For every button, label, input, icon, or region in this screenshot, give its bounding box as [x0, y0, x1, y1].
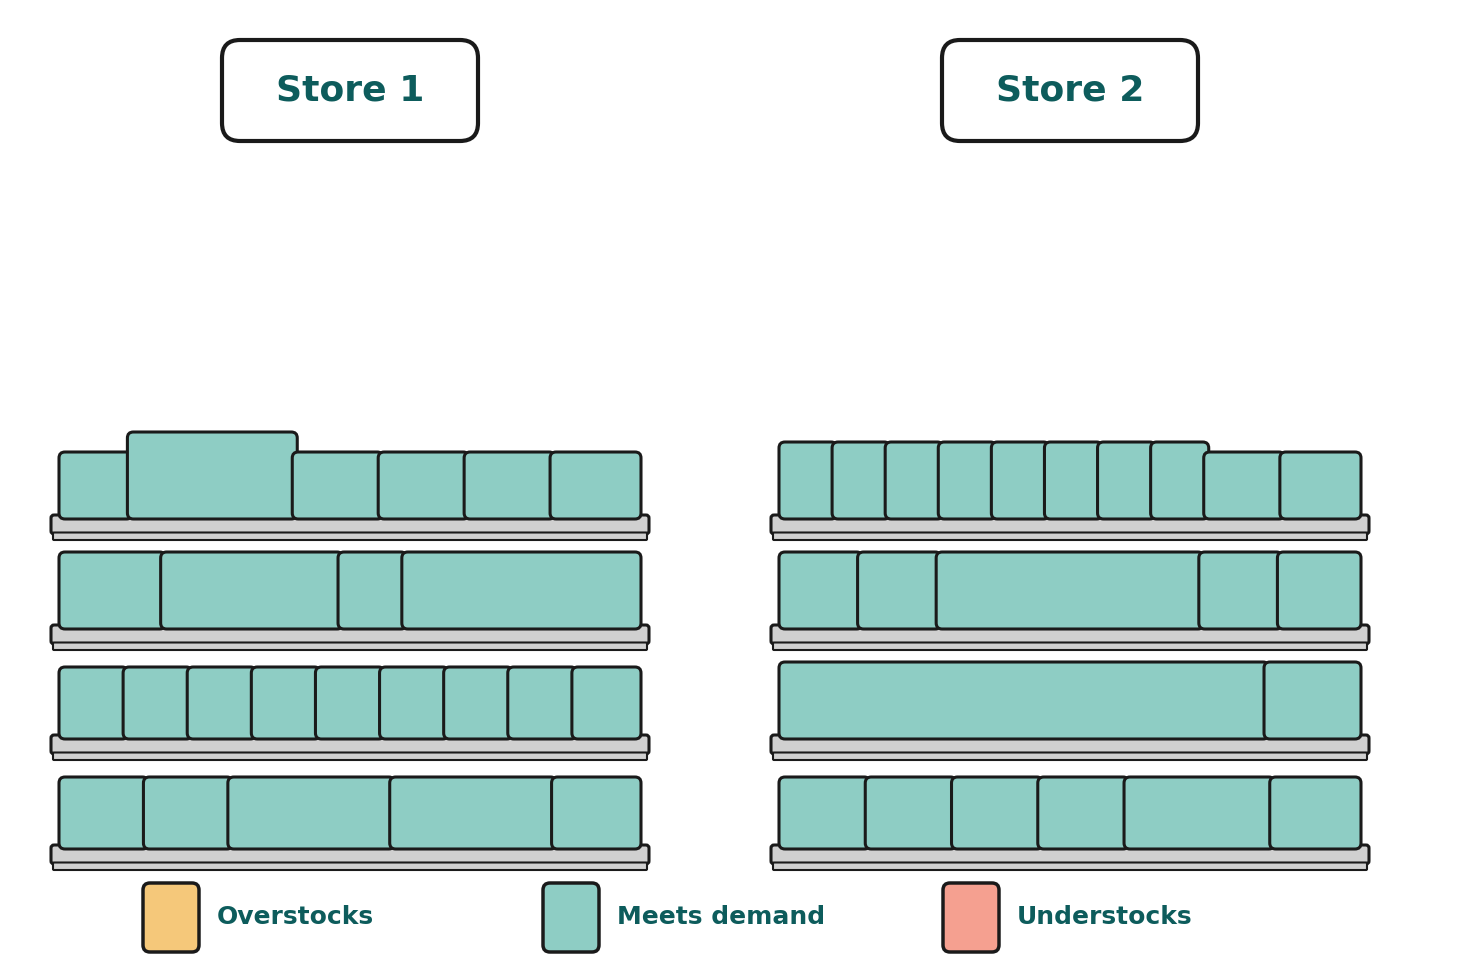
FancyBboxPatch shape — [572, 667, 641, 739]
FancyBboxPatch shape — [59, 552, 165, 629]
FancyBboxPatch shape — [992, 442, 1049, 519]
FancyBboxPatch shape — [1124, 777, 1274, 849]
FancyBboxPatch shape — [772, 752, 1366, 760]
FancyBboxPatch shape — [464, 452, 554, 519]
Text: Understocks: Understocks — [1017, 906, 1192, 929]
FancyBboxPatch shape — [53, 862, 647, 870]
FancyBboxPatch shape — [402, 552, 641, 629]
FancyBboxPatch shape — [379, 452, 470, 519]
FancyBboxPatch shape — [127, 432, 297, 519]
FancyBboxPatch shape — [1270, 777, 1361, 849]
FancyBboxPatch shape — [1150, 442, 1208, 519]
Text: Meets demand: Meets demand — [617, 906, 825, 929]
FancyBboxPatch shape — [771, 515, 1369, 534]
FancyBboxPatch shape — [1037, 777, 1129, 849]
FancyBboxPatch shape — [1097, 442, 1156, 519]
FancyBboxPatch shape — [1198, 552, 1283, 629]
FancyBboxPatch shape — [508, 667, 576, 739]
FancyBboxPatch shape — [1264, 662, 1361, 739]
FancyBboxPatch shape — [51, 845, 650, 864]
FancyBboxPatch shape — [338, 552, 407, 629]
FancyBboxPatch shape — [771, 845, 1369, 864]
FancyBboxPatch shape — [771, 735, 1369, 754]
FancyBboxPatch shape — [942, 40, 1198, 141]
FancyBboxPatch shape — [778, 662, 1268, 739]
FancyBboxPatch shape — [772, 862, 1366, 870]
FancyBboxPatch shape — [543, 883, 598, 952]
FancyBboxPatch shape — [143, 777, 233, 849]
FancyBboxPatch shape — [53, 752, 647, 760]
FancyBboxPatch shape — [228, 777, 395, 849]
FancyBboxPatch shape — [832, 442, 890, 519]
FancyBboxPatch shape — [951, 777, 1043, 849]
Text: Store 2: Store 2 — [996, 74, 1144, 107]
Text: Overstocks: Overstocks — [217, 906, 375, 929]
FancyBboxPatch shape — [1277, 552, 1361, 629]
FancyBboxPatch shape — [1204, 452, 1285, 519]
FancyBboxPatch shape — [857, 552, 941, 629]
FancyBboxPatch shape — [944, 883, 999, 952]
FancyBboxPatch shape — [316, 667, 385, 739]
FancyBboxPatch shape — [772, 642, 1366, 650]
FancyBboxPatch shape — [252, 667, 320, 739]
FancyBboxPatch shape — [550, 452, 641, 519]
FancyBboxPatch shape — [161, 552, 342, 629]
FancyBboxPatch shape — [1045, 442, 1103, 519]
FancyBboxPatch shape — [885, 442, 944, 519]
FancyBboxPatch shape — [293, 452, 383, 519]
FancyBboxPatch shape — [123, 667, 192, 739]
FancyBboxPatch shape — [778, 552, 863, 629]
FancyBboxPatch shape — [379, 667, 449, 739]
FancyBboxPatch shape — [53, 642, 647, 650]
FancyBboxPatch shape — [778, 442, 837, 519]
FancyBboxPatch shape — [443, 667, 512, 739]
FancyBboxPatch shape — [865, 777, 957, 849]
FancyBboxPatch shape — [51, 735, 650, 754]
FancyBboxPatch shape — [222, 40, 478, 141]
FancyBboxPatch shape — [51, 625, 650, 644]
FancyBboxPatch shape — [59, 777, 148, 849]
FancyBboxPatch shape — [53, 532, 647, 540]
FancyBboxPatch shape — [187, 667, 256, 739]
FancyBboxPatch shape — [936, 552, 1204, 629]
FancyBboxPatch shape — [59, 667, 129, 739]
FancyBboxPatch shape — [143, 883, 199, 952]
FancyBboxPatch shape — [552, 777, 641, 849]
FancyBboxPatch shape — [938, 442, 996, 519]
FancyBboxPatch shape — [1280, 452, 1361, 519]
FancyBboxPatch shape — [772, 532, 1366, 540]
FancyBboxPatch shape — [51, 515, 650, 534]
FancyBboxPatch shape — [59, 452, 132, 519]
FancyBboxPatch shape — [389, 777, 556, 849]
Text: Store 1: Store 1 — [277, 74, 424, 107]
FancyBboxPatch shape — [778, 777, 870, 849]
FancyBboxPatch shape — [771, 625, 1369, 644]
